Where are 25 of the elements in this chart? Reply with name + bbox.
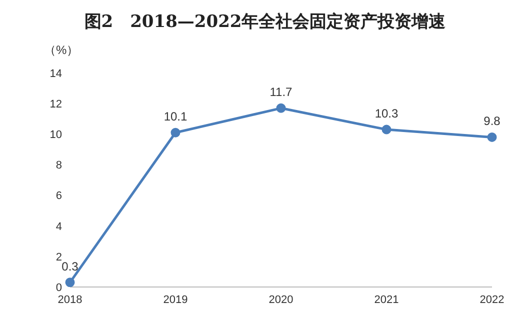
y-tick-label: 6 xyxy=(56,190,62,202)
y-tick-label: 2 xyxy=(56,251,62,264)
y-tick-label: 0 xyxy=(56,282,62,294)
data-label: 11.7 xyxy=(270,85,293,100)
data-label: 10.3 xyxy=(374,106,398,121)
y-tick-label: 14 xyxy=(50,68,62,80)
y-tick-label: 8 xyxy=(56,160,62,172)
data-label: 10.1 xyxy=(164,110,188,124)
point xyxy=(65,278,75,287)
point xyxy=(276,103,286,113)
x-tick-label: 2019 xyxy=(163,294,188,306)
x-tick-label: 2022 xyxy=(480,294,504,306)
data-label: 9.8 xyxy=(484,114,501,128)
x-tick-label: 2020 xyxy=(268,294,294,306)
x-tick-label: 2021 xyxy=(374,294,399,306)
point xyxy=(487,132,497,142)
y-tick-label: 12 xyxy=(50,98,62,110)
point xyxy=(170,128,180,138)
chart-title: 图2 2018—2022年全社会固定资产投资增速 xyxy=(83,11,447,33)
x-tick-label: 2018 xyxy=(58,294,82,306)
y-axis-title: （%） xyxy=(44,42,79,59)
y-tick-label: 10 xyxy=(50,129,62,142)
point xyxy=(382,124,392,134)
y-tick-label: 4 xyxy=(56,220,62,233)
data-label: 0.3 xyxy=(62,259,79,274)
